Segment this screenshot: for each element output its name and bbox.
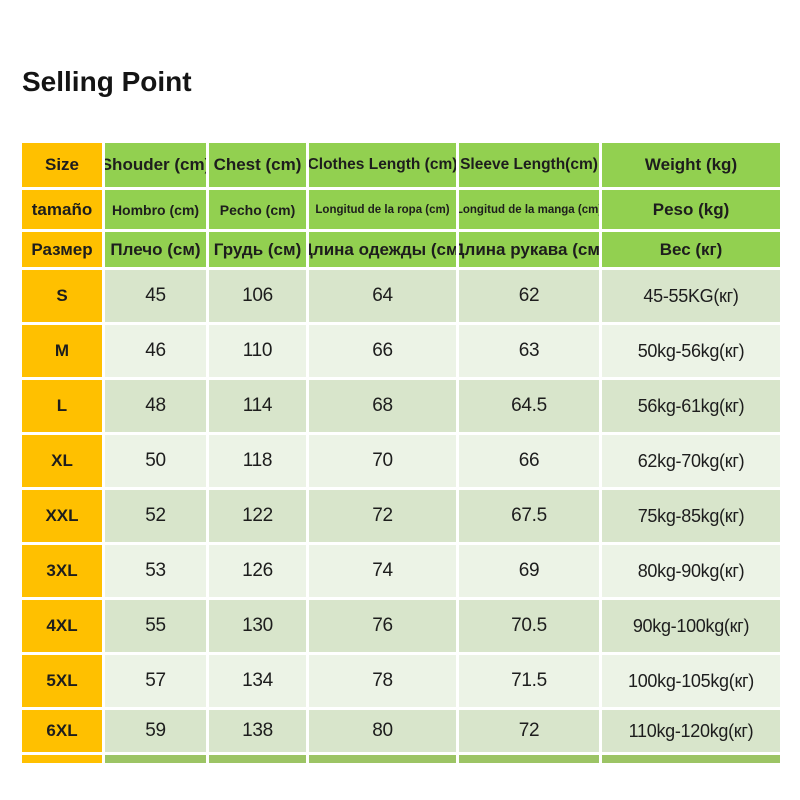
header-cell: Sleeve Length(cm): [459, 143, 599, 187]
header-cell: Вес (кг): [602, 232, 780, 267]
header-size-cell: Размер: [22, 232, 102, 267]
data-cell-sleeve_length: 64.5: [459, 380, 599, 432]
data-cell-clothes_length: 66: [309, 325, 456, 377]
header-cell: Clothes Length (cm): [309, 143, 456, 187]
header-cell: Длина рукава (см): [459, 232, 599, 267]
data-cell-weight: 90kg-100kg(кг): [602, 600, 780, 652]
cutoff-strip-cell: [602, 755, 780, 763]
data-cell-clothes_length: 72: [309, 490, 456, 542]
data-cell-sleeve_length: 72: [459, 710, 599, 752]
header-cell: Pecho (cm): [209, 190, 306, 229]
data-cell-chest: 138: [209, 710, 306, 752]
data-cell-shoulder: 46: [105, 325, 206, 377]
data-cell-shoulder: 53: [105, 545, 206, 597]
header-cell: Longitud de la manga (cm): [459, 190, 599, 229]
data-cell-chest: 110: [209, 325, 306, 377]
data-cell-weight: 56kg-61kg(кг): [602, 380, 780, 432]
size-label-cell: S: [22, 270, 102, 322]
size-label-cell: 6XL: [22, 710, 102, 752]
cutoff-strip-cell: [459, 755, 599, 763]
data-cell-chest: 114: [209, 380, 306, 432]
header-cell: Peso (kg): [602, 190, 780, 229]
data-cell-sleeve_length: 63: [459, 325, 599, 377]
data-cell-clothes_length: 68: [309, 380, 456, 432]
data-cell-weight: 80kg-90kg(кг): [602, 545, 780, 597]
size-label-cell: 3XL: [22, 545, 102, 597]
data-cell-sleeve_length: 67.5: [459, 490, 599, 542]
data-cell-clothes_length: 78: [309, 655, 456, 707]
cutoff-strip-cell: [209, 755, 306, 763]
data-cell-shoulder: 52: [105, 490, 206, 542]
data-cell-weight: 45-55KG(кг): [602, 270, 780, 322]
size-label-cell: XL: [22, 435, 102, 487]
data-cell-shoulder: 45: [105, 270, 206, 322]
size-label-cell: L: [22, 380, 102, 432]
header-cell: Hombro (cm): [105, 190, 206, 229]
data-cell-shoulder: 50: [105, 435, 206, 487]
size-label-cell: M: [22, 325, 102, 377]
header-cell: Weight (kg): [602, 143, 780, 187]
data-cell-chest: 126: [209, 545, 306, 597]
data-cell-weight: 110kg-120kg(кг): [602, 710, 780, 752]
data-cell-weight: 50kg-56kg(кг): [602, 325, 780, 377]
data-cell-clothes_length: 64: [309, 270, 456, 322]
header-cell: Длина одежды (см): [309, 232, 456, 267]
page-title: Selling Point: [22, 66, 192, 97]
data-cell-chest: 134: [209, 655, 306, 707]
data-cell-sleeve_length: 62: [459, 270, 599, 322]
data-cell-chest: 130: [209, 600, 306, 652]
data-cell-shoulder: 55: [105, 600, 206, 652]
data-cell-chest: 118: [209, 435, 306, 487]
header-cell: Longitud de la ropa (cm): [309, 190, 456, 229]
data-cell-chest: 106: [209, 270, 306, 322]
data-cell-shoulder: 48: [105, 380, 206, 432]
data-cell-clothes_length: 80: [309, 710, 456, 752]
header-cell: Плечо (см): [105, 232, 206, 267]
data-cell-weight: 100kg-105kg(кг): [602, 655, 780, 707]
data-cell-sleeve_length: 70.5: [459, 600, 599, 652]
header-cell: Chest (cm): [209, 143, 306, 187]
data-cell-sleeve_length: 69: [459, 545, 599, 597]
data-cell-weight: 75kg-85kg(кг): [602, 490, 780, 542]
data-cell-weight: 62kg-70kg(кг): [602, 435, 780, 487]
size-chart-table: Size Shouder (cm) Chest (cm) Clothes Length…: [22, 143, 780, 763]
header-cell: Shouder (cm): [105, 143, 206, 187]
cutoff-strip-cell: [22, 755, 102, 763]
data-cell-sleeve_length: 66: [459, 435, 599, 487]
size-label-cell: XXL: [22, 490, 102, 542]
data-cell-chest: 122: [209, 490, 306, 542]
data-cell-shoulder: 57: [105, 655, 206, 707]
data-cell-clothes_length: 74: [309, 545, 456, 597]
cutoff-strip-cell: [105, 755, 206, 763]
header-cell: Грудь (см): [209, 232, 306, 267]
data-cell-shoulder: 59: [105, 710, 206, 752]
data-cell-clothes_length: 76: [309, 600, 456, 652]
size-label-cell: 5XL: [22, 655, 102, 707]
data-cell-sleeve_length: 71.5: [459, 655, 599, 707]
data-cell-clothes_length: 70: [309, 435, 456, 487]
header-size-cell: tamaño: [22, 190, 102, 229]
size-label-cell: 4XL: [22, 600, 102, 652]
cutoff-strip-cell: [309, 755, 456, 763]
header-size-cell: Size: [22, 143, 102, 187]
